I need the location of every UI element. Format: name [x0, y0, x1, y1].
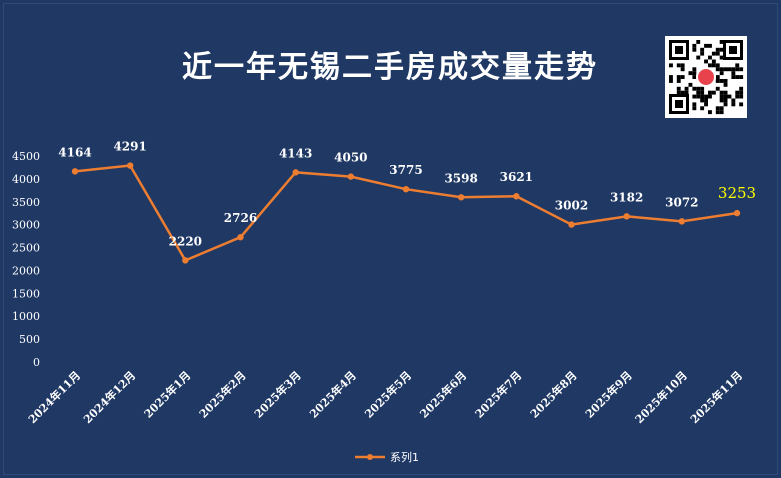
y-axis-ticks: 0 500 1000 1500 2000 2500 3000 3500 4000 4500	[12, 150, 40, 369]
y-tick-label: 1500	[12, 287, 40, 300]
data-label: 2220	[169, 234, 202, 248]
qr-code-icon	[665, 36, 747, 118]
data-label: 3002	[555, 199, 588, 213]
data-label: 4050	[334, 151, 367, 165]
y-tick-label: 4500	[12, 150, 40, 163]
x-tick-label: 2025年11月	[687, 368, 745, 426]
data-point	[237, 234, 244, 241]
x-tick-label: 2025年8月	[527, 368, 580, 421]
data-point	[126, 162, 134, 169]
y-tick-label: 3500	[12, 196, 40, 209]
data-label: 4143	[279, 146, 312, 160]
y-tick-label: 500	[19, 333, 40, 346]
x-tick-label: 2025年1月	[141, 368, 194, 421]
x-tick-label: 2025年3月	[251, 368, 304, 421]
legend-label: 系列1	[390, 450, 419, 464]
x-tick-label: 2025年5月	[362, 368, 415, 421]
x-tick-label: 2025年9月	[582, 368, 635, 421]
data-point	[182, 257, 189, 264]
data-label: 3775	[389, 163, 422, 177]
data-point	[568, 221, 575, 228]
data-label: 4164	[58, 145, 91, 159]
x-tick-label: 2024年11月	[25, 368, 83, 426]
x-tick-label: 2025年2月	[196, 368, 249, 421]
data-label: 2726	[224, 211, 257, 225]
data-point	[457, 194, 465, 201]
x-tick-label: 2024年12月	[80, 368, 138, 426]
x-tick-label: 2025年7月	[472, 368, 525, 421]
x-tick-label: 2025年10月	[632, 368, 690, 426]
data-point	[347, 173, 355, 180]
data-label: 3253	[718, 184, 756, 202]
legend-marker-icon	[367, 454, 373, 460]
data-point	[733, 209, 741, 217]
data-point	[513, 193, 520, 200]
data-point	[402, 185, 410, 193]
y-tick-label: 1000	[12, 310, 40, 323]
y-tick-label: 2500	[12, 242, 40, 255]
x-tick-label: 2025年4月	[306, 368, 359, 421]
legend: 系列1	[355, 450, 419, 464]
chart-title: 近一年无锡二手房成交量走势	[182, 50, 598, 85]
y-tick-label: 0	[33, 356, 40, 369]
data-point	[678, 218, 686, 225]
data-point	[71, 168, 79, 175]
data-points	[71, 162, 741, 264]
x-tick-label: 2025年6月	[417, 368, 470, 421]
y-tick-label: 4000	[12, 173, 40, 186]
data-label: 3621	[500, 170, 533, 184]
data-label: 3598	[444, 171, 477, 185]
data-point	[623, 213, 630, 220]
y-tick-label: 3000	[12, 219, 40, 232]
data-label: 3072	[665, 195, 698, 209]
data-label: 3182	[610, 190, 643, 204]
y-tick-label: 2000	[12, 264, 40, 277]
data-labels: 4164 4291 2220 2726 4143 4050 3775 3598 3621 3002…	[58, 140, 756, 249]
data-label: 4291	[113, 140, 146, 154]
data-point	[292, 169, 299, 176]
